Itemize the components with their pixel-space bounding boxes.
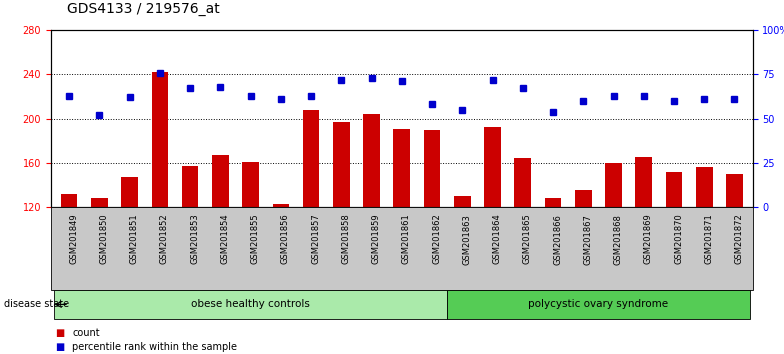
Text: GSM201859: GSM201859 [372, 214, 380, 264]
Bar [514, 159, 531, 207]
Bar [575, 190, 592, 207]
Bar [122, 177, 138, 207]
Text: GSM201855: GSM201855 [251, 214, 260, 264]
Bar [454, 196, 470, 207]
Text: GDS4133 / 219576_at: GDS4133 / 219576_at [67, 2, 220, 16]
Text: count: count [72, 328, 100, 338]
Text: obese healthy controls: obese healthy controls [191, 299, 310, 309]
Bar [605, 163, 622, 207]
Text: GSM201872: GSM201872 [735, 214, 743, 264]
Bar [273, 204, 289, 207]
Text: ■: ■ [55, 328, 64, 338]
Bar [636, 157, 652, 207]
Text: GSM201863: GSM201863 [463, 214, 471, 265]
Text: GSM201853: GSM201853 [190, 214, 199, 264]
Bar [363, 114, 380, 207]
Text: GSM201850: GSM201850 [100, 214, 108, 264]
Text: GSM201852: GSM201852 [160, 214, 169, 264]
Text: GSM201862: GSM201862 [432, 214, 441, 264]
Bar [333, 122, 350, 207]
Text: GSM201866: GSM201866 [553, 214, 562, 265]
Text: disease state: disease state [4, 299, 69, 309]
Bar [212, 155, 229, 207]
Text: GSM201849: GSM201849 [69, 214, 78, 264]
Bar [242, 162, 259, 207]
Text: GSM201867: GSM201867 [583, 214, 592, 265]
Text: GSM201861: GSM201861 [401, 214, 411, 264]
Text: GSM201851: GSM201851 [129, 214, 139, 264]
Text: GSM201870: GSM201870 [674, 214, 683, 264]
Bar [61, 194, 78, 207]
Text: percentile rank within the sample: percentile rank within the sample [72, 342, 237, 352]
Bar [696, 167, 713, 207]
Text: GSM201857: GSM201857 [311, 214, 320, 264]
Text: GSM201858: GSM201858 [341, 214, 350, 264]
Text: ■: ■ [55, 342, 64, 352]
Bar [545, 198, 561, 207]
Bar [666, 172, 682, 207]
Bar [423, 130, 441, 207]
Text: GSM201865: GSM201865 [523, 214, 532, 264]
Bar [726, 174, 742, 207]
Text: GSM201871: GSM201871 [704, 214, 713, 264]
Text: GSM201868: GSM201868 [614, 214, 622, 265]
Bar [485, 127, 501, 207]
Text: GSM201854: GSM201854 [220, 214, 230, 264]
Bar [91, 198, 107, 207]
Text: GSM201869: GSM201869 [644, 214, 653, 264]
Text: GSM201864: GSM201864 [492, 214, 502, 264]
Text: polycystic ovary syndrome: polycystic ovary syndrome [528, 299, 669, 309]
Bar [394, 129, 410, 207]
Text: GSM201856: GSM201856 [281, 214, 290, 264]
Bar [151, 72, 168, 207]
Bar [303, 110, 319, 207]
Bar [182, 166, 198, 207]
